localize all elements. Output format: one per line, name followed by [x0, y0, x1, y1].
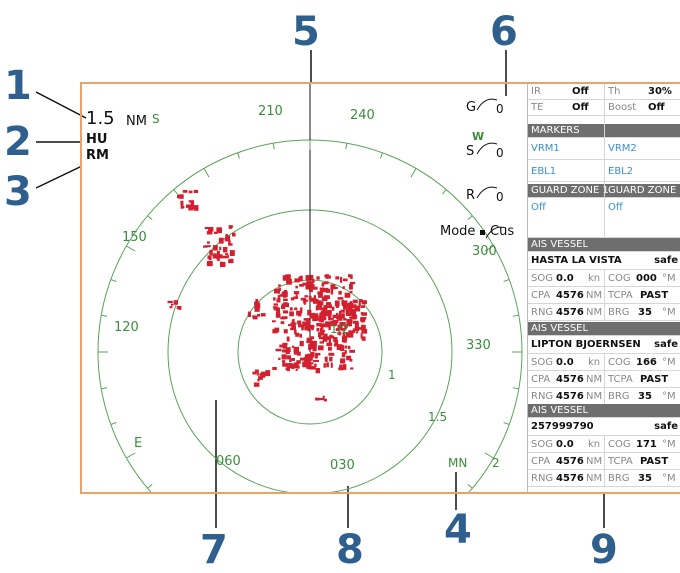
- ais-vessel-status: safe: [654, 339, 678, 350]
- compass-e-label: E: [134, 436, 143, 451]
- vrm1-marker[interactable]: VRM1: [531, 143, 560, 154]
- ebl1-marker[interactable]: EBL1: [531, 166, 557, 177]
- guard-zone-1-label: GUARD ZONE 1: [531, 185, 609, 196]
- radar-echoes: [167, 189, 368, 402]
- ais-vessel-status: safe: [654, 421, 678, 432]
- ring-label-2: 2: [492, 456, 500, 470]
- motion-mode[interactable]: RM: [86, 148, 109, 163]
- bearing-060: 060: [216, 454, 241, 469]
- radar-rings: [97, 84, 523, 492]
- north-mode-label: MN: [448, 456, 468, 470]
- gain-control-label[interactable]: G: [466, 100, 477, 115]
- ring-label-1-5: 1.5: [428, 410, 448, 424]
- callout-9: 9: [590, 527, 618, 573]
- ais-vessel-name-row[interactable]: 257999790 safe: [528, 418, 680, 436]
- ais-vessel-name: HASTA LA VISTA: [531, 255, 622, 266]
- bearing-330: 330: [466, 338, 491, 353]
- bearing-210: 210: [258, 104, 283, 119]
- guard-zone-1-value[interactable]: Off: [531, 202, 546, 213]
- bearing-150: 150: [122, 230, 147, 245]
- ais-vessel-name: LIPTON BJOERNSEN: [531, 339, 641, 350]
- sea-control-label[interactable]: S: [466, 144, 475, 159]
- ais-vessel-header: AIS VESSEL: [528, 322, 680, 336]
- ais-vessel-status: safe: [654, 255, 678, 266]
- callout-3: 3: [4, 169, 32, 215]
- screen-frame: [80, 82, 680, 494]
- sea-control-value[interactable]: 0: [496, 146, 504, 160]
- range-value[interactable]: 1.5: [86, 108, 115, 129]
- vrm2-marker[interactable]: VRM2: [608, 143, 637, 154]
- bearing-300: 300: [472, 244, 497, 259]
- ais-vessel-header: AIS VESSEL: [528, 404, 680, 418]
- compass-w-label: W: [472, 130, 485, 143]
- mode-control-value[interactable]: Cus: [490, 224, 515, 239]
- ais-vessel-name-row[interactable]: LIPTON BJOERNSEN safe: [528, 336, 680, 354]
- callout-6: 6: [490, 9, 518, 55]
- ring-label-half: 1/2: [330, 322, 350, 336]
- rain-control-value[interactable]: 0: [496, 190, 504, 204]
- ais-vessel-name: 257999790: [531, 421, 594, 432]
- mode-control-label[interactable]: Mode: [440, 224, 476, 239]
- data-panel: IR Off Th 30% TE Off Boost Off MARKERS V…: [527, 84, 680, 492]
- gain-control-value[interactable]: 0: [496, 102, 504, 116]
- compass-s-label: S: [152, 112, 160, 126]
- callout-8: 8: [336, 527, 364, 573]
- callout-4: 4: [444, 507, 472, 553]
- heading-mode[interactable]: HU: [86, 132, 108, 147]
- callout-5: 5: [292, 9, 320, 55]
- callout-2: 2: [4, 119, 32, 165]
- guard-zone-2-label: GUARD ZONE 2: [608, 185, 680, 196]
- ring-label-1: 1: [388, 368, 396, 382]
- range-unit: NM: [126, 114, 147, 129]
- ais-vessel-name-row[interactable]: HASTA LA VISTA safe: [528, 252, 680, 270]
- guard-zone-2-value[interactable]: Off: [608, 202, 623, 213]
- radar-ppi[interactable]: 1.5 NM HU RM S 210 240 150 300 120 330 E…: [82, 84, 527, 492]
- bearing-030: 030: [330, 458, 355, 473]
- bearing-120: 120: [114, 320, 139, 335]
- callout-1: 1: [4, 63, 32, 109]
- ebl2-marker[interactable]: EBL2: [608, 166, 634, 177]
- bearing-240: 240: [350, 108, 375, 123]
- ais-vessel-header: AIS VESSEL: [528, 238, 680, 252]
- rain-control-label[interactable]: R: [466, 188, 476, 203]
- callout-7: 7: [200, 527, 228, 573]
